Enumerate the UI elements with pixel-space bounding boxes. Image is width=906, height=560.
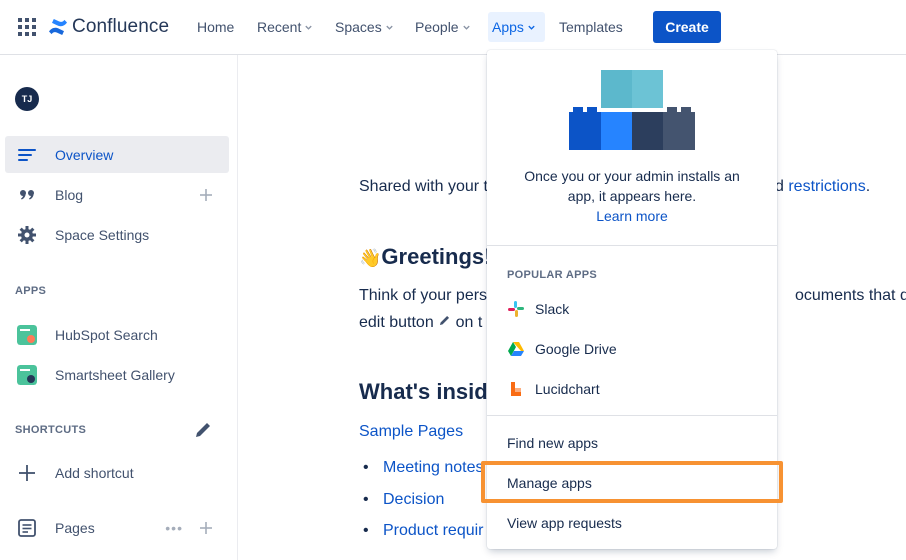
chevron-down-icon [305,25,313,30]
nav-recent-label: Recent [257,19,302,35]
hubspot-search-app-icon [17,324,37,345]
plus-icon [17,463,37,483]
nav-home[interactable]: Home [193,12,238,42]
sidebar-item-label: Overview [55,146,114,163]
sidebar-item-label: Add shortcut [55,464,134,481]
sidebar-item-space-settings[interactable]: Space Settings [5,216,229,253]
sample-pages-link[interactable]: Sample Pages [359,423,464,440]
no-apps-message: Once you or your admin installs an app, … [487,166,777,226]
sidebar-item-label: HubSpot Search [55,326,158,343]
learn-more-link[interactable]: Learn more [596,208,668,224]
confluence-logo[interactable]: Confluence [48,14,169,40]
menu-item-find-new-apps[interactable]: Find new apps [487,425,777,461]
bullet-meeting-notes-link[interactable]: Meeting notes [363,459,483,477]
overview-lines-icon [17,145,37,165]
menu-item-slack[interactable]: Slack [487,291,777,327]
divider [487,245,777,246]
nav-spaces-label: Spaces [335,19,382,35]
edit-shortcuts-pencil-icon[interactable] [193,420,213,440]
google-drive-icon [508,342,524,356]
avatar[interactable]: TJ [15,87,39,111]
shortcuts-heading: SHORTCUTS [15,424,87,436]
sidebar-item-overview[interactable]: Overview [5,136,229,173]
nav-apps-label: Apps [492,19,524,35]
nav-home-label: Home [197,19,235,35]
whats-inside-heading: What's inside [359,379,500,404]
edit-prefix-text: edit button [359,314,434,331]
pages-document-icon [17,518,37,538]
apps-heading: APPS [15,285,47,297]
apps-dropdown-menu: Once you or your admin installs an app, … [487,50,777,549]
add-page-plus-icon[interactable] [199,521,213,535]
confluence-mark-icon [49,19,67,35]
sidebar-item-label: Smartsheet Gallery [55,366,175,383]
divider [487,415,777,416]
smartsheet-gallery-app-icon [17,364,37,385]
chevron-down-icon [462,25,470,30]
think-text: Think of your pers [359,287,488,304]
nav-recent[interactable]: Recent [253,12,317,42]
space-sidebar: TJ Overview Blog Space Settings APPS Hub… [0,55,238,560]
menu-item-view-app-requests[interactable]: View app requests [487,505,777,541]
nav-templates-label: Templates [559,19,623,35]
greetings-heading-text: Greetings! [381,244,492,269]
sidebar-app-smartsheet-gallery[interactable]: Smartsheet Gallery [5,356,229,393]
sidebar-item-label: Pages [55,519,95,536]
sidebar-item-label: Blog [55,186,84,203]
bullet-product-requirements-link[interactable]: Product requir [363,522,483,540]
shared-with-text: Shared with your t [359,178,488,196]
greetings-heading: 👋Greetings! [359,244,491,270]
quote-icon [17,185,37,205]
create-button[interactable]: Create [653,11,721,43]
product-name: Confluence [72,16,170,37]
shared-suffix-post: . [865,178,871,195]
sidebar-item-pages[interactable]: Pages ••• [5,509,229,546]
blocks-illustration-icon [569,70,695,150]
menu-item-label: View app requests [507,515,622,531]
edit-button-text: edit button on t [359,314,482,332]
gear-icon [17,225,37,245]
top-navigation: Confluence Home Recent Spaces People App… [0,0,906,55]
menu-item-manage-apps[interactable]: Manage apps [487,465,777,501]
shared-prefix-text: Shared with your t [359,178,488,195]
think-suffix-text: ocuments that do [795,287,906,304]
lucidchart-icon [511,382,521,396]
restrictions-link[interactable]: restrictions [788,178,866,195]
menu-item-label: Google Drive [535,341,617,357]
app-switcher-icon[interactable] [18,18,36,36]
menu-item-label: Manage apps [507,475,592,491]
menu-item-label: Find new apps [507,435,599,451]
add-blog-plus-icon[interactable] [199,188,213,202]
menu-item-google-drive[interactable]: Google Drive [487,331,777,367]
edit-suffix-text: on t [455,314,483,331]
nav-apps[interactable]: Apps [488,12,545,42]
nav-people[interactable]: People [411,12,475,42]
nav-people-label: People [415,19,459,35]
sidebar-item-add-shortcut[interactable]: Add shortcut [5,454,229,491]
sidebar-app-hubspot-search[interactable]: HubSpot Search [5,316,229,353]
sidebar-item-label: Space Settings [55,226,150,243]
waving-hand-icon: 👋 [359,248,382,268]
shared-suffix-text: d restrictions. [775,178,870,196]
chevron-down-icon [386,25,393,30]
nav-templates[interactable]: Templates [555,12,627,42]
bullet-decision-link[interactable]: Decision [363,491,444,509]
menu-item-label: Slack [535,301,570,317]
menu-item-label: Lucidchart [535,381,600,397]
more-options-icon[interactable]: ••• [165,519,183,536]
sidebar-item-blog[interactable]: Blog [5,176,229,213]
no-apps-line-2: app, it appears here. [567,188,697,204]
nav-spaces[interactable]: Spaces [331,12,398,42]
slack-icon [508,301,524,317]
pencil-icon [440,315,450,326]
page-content: Shared with your t d restrictions. 👋Gree… [238,55,906,560]
no-apps-line-1: Once you or your admin installs an [524,168,740,184]
shared-suffix-pre: d [775,178,789,195]
popular-apps-heading: POPULAR APPS [507,269,597,281]
chevron-down-icon [528,25,535,30]
menu-item-lucidchart[interactable]: Lucidchart [487,371,777,407]
